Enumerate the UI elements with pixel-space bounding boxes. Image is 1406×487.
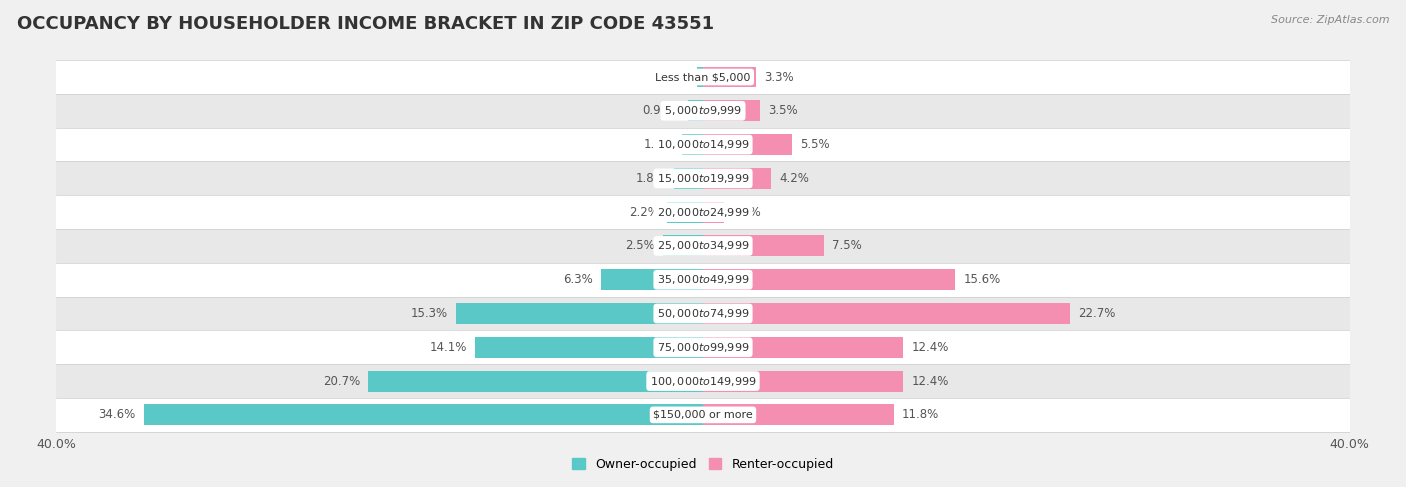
Text: $75,000 to $99,999: $75,000 to $99,999 [657,341,749,354]
Bar [24,330,1382,364]
Bar [602,269,703,290]
Bar [24,94,1382,128]
Bar [688,100,703,121]
Text: 5.5%: 5.5% [800,138,830,151]
Text: 3.3%: 3.3% [765,71,794,84]
Text: OCCUPANCY BY HOUSEHOLDER INCOME BRACKET IN ZIP CODE 43551: OCCUPANCY BY HOUSEHOLDER INCOME BRACKET … [17,15,714,33]
Text: Source: ZipAtlas.com: Source: ZipAtlas.com [1271,15,1389,25]
Text: 1.3%: 1.3% [644,138,673,151]
Text: 6.3%: 6.3% [564,273,593,286]
Text: 7.5%: 7.5% [832,240,862,252]
Bar [703,269,955,290]
Legend: Owner-occupied, Renter-occupied: Owner-occupied, Renter-occupied [568,453,838,476]
Bar [673,168,703,189]
Text: 15.3%: 15.3% [411,307,447,320]
Bar [368,371,703,392]
Text: 20.7%: 20.7% [323,375,360,388]
Text: 22.7%: 22.7% [1078,307,1115,320]
Text: 1.3%: 1.3% [733,206,762,219]
Text: 14.1%: 14.1% [430,341,467,354]
Bar [24,195,1382,229]
Bar [703,337,904,358]
Text: 0.94%: 0.94% [643,104,679,117]
Bar [456,303,703,324]
Text: $10,000 to $14,999: $10,000 to $14,999 [657,138,749,151]
Bar [703,202,724,223]
Text: 1.8%: 1.8% [636,172,666,185]
Text: $20,000 to $24,999: $20,000 to $24,999 [657,206,749,219]
Text: 4.2%: 4.2% [779,172,808,185]
Text: Less than $5,000: Less than $5,000 [655,72,751,82]
Bar [703,303,1070,324]
Bar [703,67,756,88]
Text: 3.5%: 3.5% [768,104,797,117]
Bar [703,100,759,121]
Text: 15.6%: 15.6% [963,273,1001,286]
Text: $25,000 to $34,999: $25,000 to $34,999 [657,240,749,252]
Text: 11.8%: 11.8% [901,408,939,421]
Bar [24,364,1382,398]
Text: $15,000 to $19,999: $15,000 to $19,999 [657,172,749,185]
Text: 12.4%: 12.4% [911,375,949,388]
Bar [24,263,1382,297]
Bar [703,371,904,392]
Text: 34.6%: 34.6% [98,408,135,421]
Text: $50,000 to $74,999: $50,000 to $74,999 [657,307,749,320]
Text: 2.2%: 2.2% [630,206,659,219]
Bar [24,60,1382,94]
Bar [24,398,1382,432]
Bar [24,162,1382,195]
Bar [668,202,703,223]
Text: $5,000 to $9,999: $5,000 to $9,999 [664,104,742,117]
Bar [703,168,770,189]
Bar [475,337,703,358]
Bar [24,128,1382,162]
Text: $100,000 to $149,999: $100,000 to $149,999 [650,375,756,388]
Bar [703,134,792,155]
Text: 0.36%: 0.36% [652,71,689,84]
Text: 2.5%: 2.5% [624,240,654,252]
Bar [24,229,1382,263]
Bar [697,67,703,88]
Text: 12.4%: 12.4% [911,341,949,354]
Text: $150,000 or more: $150,000 or more [654,410,752,420]
Bar [143,404,703,425]
Bar [662,235,703,257]
Bar [24,297,1382,330]
Text: $35,000 to $49,999: $35,000 to $49,999 [657,273,749,286]
Bar [703,404,894,425]
Bar [682,134,703,155]
Bar [703,235,824,257]
